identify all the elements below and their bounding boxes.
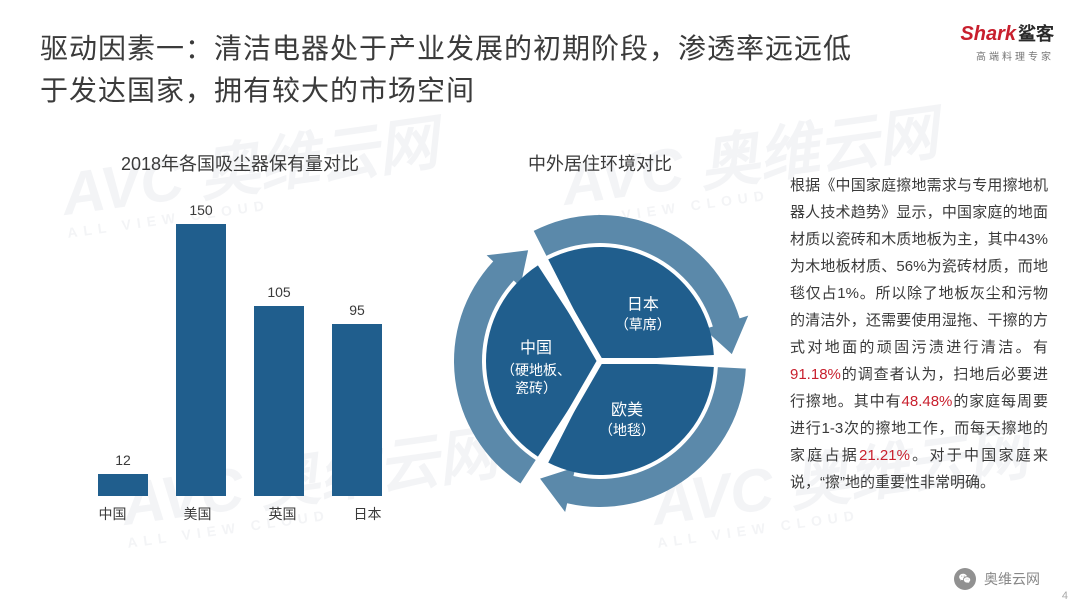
bar-xaxis: 中国 美国 英国 日本: [70, 504, 410, 524]
pie-svg: 中国 （硬地板、瓷砖） 日本 （草席） 欧美 （地毯）: [450, 186, 750, 516]
xaxis-label: 日本: [343, 504, 393, 524]
stat-highlight: 91.18%: [790, 366, 841, 383]
wechat-icon: [954, 568, 976, 590]
bar: 150: [176, 224, 226, 496]
pie-label: 欧美: [611, 401, 643, 419]
page-title: 驱动因素一：清洁电器处于产业发展的初期阶段，渗透率远远低 于发达国家，拥有较大的…: [40, 28, 940, 112]
pie-label: 日本: [627, 295, 659, 313]
bar-value: 95: [332, 302, 382, 318]
title-line: 驱动因素一：清洁电器处于产业发展的初期阶段，渗透率远远低: [40, 33, 852, 64]
body-p: 根据《中国家庭擦地需求与专用擦地机器人技术趋势》显示，中国家庭的地面材质以瓷砖和…: [790, 177, 1048, 356]
bar: 105: [254, 306, 304, 496]
bar-value: 150: [176, 202, 226, 218]
brand-cn: 鲨客: [1018, 24, 1054, 44]
bar-value: 105: [254, 284, 304, 300]
brand-sub: 高端料理专家: [960, 48, 1054, 63]
slide: AVC 奥维云网ALL VIEW CLOUD AVC 奥维云网ALL VIEW …: [0, 0, 1080, 608]
bar: 95: [332, 324, 382, 496]
bar-plot: 12 150 105 95: [70, 206, 410, 496]
bar-value: 12: [98, 452, 148, 468]
pie-label: 中国: [520, 339, 552, 357]
xaxis-label: 英国: [258, 504, 308, 524]
footer: 奥维云网: [954, 568, 1040, 590]
xaxis-label: 美国: [173, 504, 223, 524]
pie-sublabel: （草席）: [615, 316, 671, 332]
title-line: 于发达国家，拥有较大的市场空间: [40, 75, 475, 106]
stat-highlight: 48.48%: [902, 393, 953, 410]
footer-account: 奥维云网: [984, 569, 1040, 589]
body-text: 根据《中国家庭擦地需求与专用擦地机器人技术趋势》显示，中国家庭的地面材质以瓷砖和…: [790, 172, 1048, 496]
pie-sublabel: 瓷砖）: [515, 380, 557, 396]
bar-chart-title: 2018年各国吸尘器保有量对比: [60, 150, 420, 176]
bar: 12: [98, 474, 148, 496]
pie-sublabel: （硬地板、: [501, 362, 571, 378]
page-number: 4: [1062, 590, 1068, 602]
brand-logo: Shark鲨客 高端料理专家: [960, 20, 1054, 63]
stat-highlight: 21.21%: [859, 447, 910, 464]
xaxis-label: 中国: [88, 504, 138, 524]
pie-chart: 中外居住环境对比 中国 （硬地板、瓷砖） 日本 （草席） 欧美 （地毯）: [440, 150, 760, 570]
pie-chart-title: 中外居住环境对比: [440, 150, 760, 176]
brand-en: Shark: [960, 23, 1016, 45]
pie-sublabel: （地毯）: [599, 422, 655, 438]
bar-chart: 2018年各国吸尘器保有量对比 12 150 105 95 中国 美国 英国 日本: [60, 150, 420, 550]
